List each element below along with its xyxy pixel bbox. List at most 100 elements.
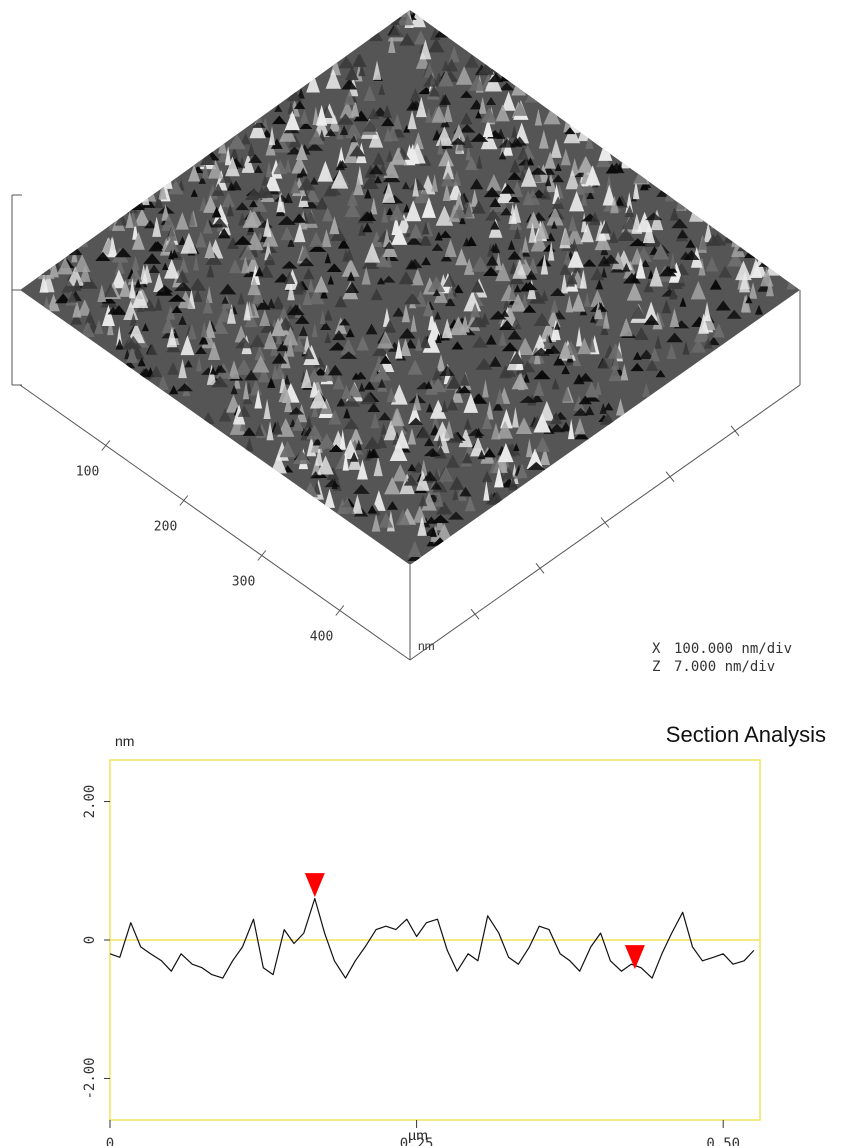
surface-peak [448,511,465,520]
surface-peak [204,319,216,338]
surface-peak [495,388,505,405]
surface-peak [501,342,519,352]
surface-peak [210,366,217,375]
section-cursor-marker[interactable] [304,873,325,898]
surface-peak [735,260,752,281]
surface-peak [328,409,342,425]
surface-peak [570,238,579,252]
surface-peak [601,266,608,278]
surface-peak [507,171,522,180]
right-edge-tick [730,425,740,437]
surface-peak [435,333,442,343]
surface-peak [452,284,464,294]
surface-peak [372,344,389,357]
surface-peak [500,408,513,429]
surface-peak [329,216,340,235]
surface-peak [161,204,170,221]
surface-peak [480,128,498,150]
surface-peak [419,335,431,349]
surface-peak [325,68,341,89]
surface-x-axis-ticks: 100 200 300 400 [76,425,740,645]
surface-peak [511,372,529,390]
surface-peak [481,413,493,429]
surface-peak [435,523,453,542]
surface-peak [498,331,507,346]
surface-peak [595,279,604,290]
surface-peak [631,304,646,319]
surface-peak [249,200,258,208]
surface-peak [748,281,758,299]
surface-peak [464,496,476,512]
surface-peak [233,235,252,245]
surface-peak [364,242,381,263]
surface-peak [224,146,232,166]
surface-peak [306,424,323,440]
surface-peak [260,320,278,333]
surface-peak [408,142,426,164]
surface-peak [513,443,520,452]
surface-peak [685,239,696,248]
surface-peak [490,243,497,252]
surface-peak [558,341,573,359]
surface-peak [344,282,360,293]
surface-peak [80,276,99,289]
surface-peak [578,395,592,405]
surface-peak [469,302,481,318]
right-edge-tick [470,608,480,620]
surface-peak [451,384,464,403]
surface-peak [611,354,620,370]
left-edge-tick [179,495,189,506]
surface-peak [302,290,313,305]
surface-peak [80,321,95,338]
surface-peak [426,403,434,413]
surface-peak [588,336,596,353]
surface-peak [449,476,465,490]
surface-peak [81,231,89,248]
surface-peak [243,300,251,321]
surface-peak [500,207,513,216]
surface-peak [284,271,296,284]
surface-peak [337,238,350,249]
surface-peak [498,151,507,160]
surface-peak [437,139,444,155]
surface-peak [635,257,646,279]
section-cursor-marker[interactable] [624,945,645,970]
surface-peak [284,157,292,173]
surface-peak [190,188,198,197]
surface-peak [345,66,359,81]
surface-peak [427,38,445,53]
surface-peak [553,355,566,366]
surface-peak [247,277,261,296]
surface-peak [263,330,278,350]
surface-peak [129,313,138,326]
surface-peak [495,104,510,122]
surface-peak [354,371,367,380]
surface-peak [654,335,662,349]
surface-peak [274,363,285,380]
surface-peak [521,248,531,257]
surface-peak [343,407,351,419]
surface-peak [264,171,281,192]
surface-peak [370,412,380,429]
surface-peak [184,359,193,368]
surface-peak [564,126,576,135]
surface-peak [403,203,411,213]
surface-peak [594,380,602,395]
surface-peak [566,272,575,287]
surface-peak [508,194,521,203]
surface-peak [373,366,391,381]
surface-peak [407,359,423,375]
surface-peak [543,346,555,355]
surface-peak [455,386,465,394]
surface-peak [488,73,504,83]
surface-peak [327,364,343,376]
surface-peak [471,279,485,293]
surface-peak [247,142,256,157]
afm-3d-surface-view: 100 200 300 400 nm [11,10,801,661]
surface-peak [449,316,468,336]
surface-peak [230,146,239,159]
surface-peak [383,319,397,333]
surface-peak [408,223,423,239]
surface-peak [507,239,516,250]
surface-peak [554,321,561,330]
